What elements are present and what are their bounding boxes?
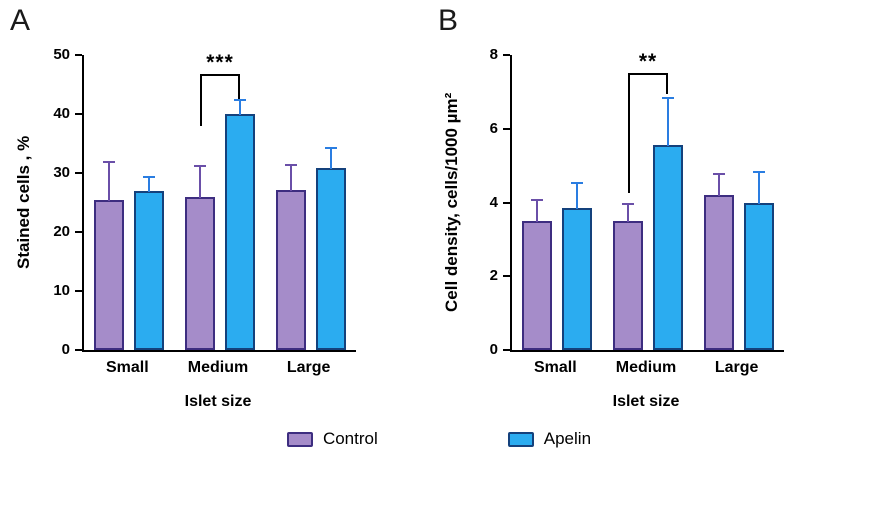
panel-a-label: A [10,4,31,37]
apelin-swatch [507,431,534,447]
x-axis-category-label: Medium [615,359,677,376]
bar-apelin-large [315,168,346,350]
error-bar [239,100,241,115]
bar-apelin-medium [225,114,255,350]
x-axis-labels: Small Medium Large [82,359,354,381]
bar-control-medium [613,220,643,350]
plot-area: 0 10 20 30 40 50 *** [53,46,356,358]
error-bar [329,148,332,170]
y-axis-tick [75,349,82,351]
error-bar [536,199,539,222]
panel-b: B Cell density, cells/1000 µm² 0 2 4 6 8 ** S… [428,0,856,411]
bar-control-medium [185,196,215,350]
y-axis-tick [503,127,510,130]
bar-apelin-medium [653,145,683,350]
y-axis-tick [75,54,82,56]
plot-column: 0 10 20 30 40 50 *** Small Medium Large Islet si… [53,46,356,411]
significance-bracket-right-leg [238,75,240,99]
legend-item-control: Control [286,429,378,449]
bar-apelin-large [743,202,774,350]
significance-bracket-left-leg [200,75,202,126]
x-axis-category-label: Large [714,359,759,376]
x-axis-category-label: Medium [187,359,249,376]
y-axis-tick [503,54,510,56]
y-axis-tick-label: 30 [53,164,70,181]
y-axis-tick [503,201,510,204]
error-bar [627,203,629,222]
y-axis-tick [75,290,82,292]
error-bar-cap [752,171,765,174]
panel-a-body: Stained cells , % 0 10 20 30 40 50 *** Small Me… [0,46,428,411]
significance-stars: *** [206,50,234,74]
bar-apelin-small [134,190,165,350]
error-bar [108,162,111,201]
panel-a: A Stained cells , % 0 10 20 30 40 50 *** Small… [0,0,428,411]
y-axis-tick-label: 0 [489,341,498,358]
error-bar-cap [143,175,156,178]
error-bar [717,174,720,197]
significance-bracket [200,73,240,76]
y-axis-title: Stained cells , % [14,135,33,270]
error-bar-cap [712,173,725,175]
panel-b-body: Cell density, cells/1000 µm² 0 2 4 6 8 ** Sma… [428,46,856,411]
legend-item-apelin: Apelin [507,429,592,449]
y-axis-tick-label: 6 [489,119,498,137]
control-swatch [286,431,313,447]
bar-control-small [522,220,553,350]
y-axis-tick [503,349,510,351]
bar-control-large [703,195,734,350]
significance-bracket-right-leg [666,75,668,94]
error-bar-cap [324,147,337,150]
error-bar [289,164,292,191]
legend: Control Apelin [0,429,878,449]
y-axis-tick-label: 8 [489,46,498,63]
y-axis-tick-label: 2 [489,267,498,285]
error-bar-cap [571,182,584,185]
y-axis-tick-label: 50 [53,46,70,63]
significance-stars: ** [638,50,658,74]
error-bar [667,98,669,147]
plot-column: 0 2 4 6 8 ** Small Medium Large Islet size [490,46,784,411]
panels-row: A Stained cells , % 0 10 20 30 40 50 *** Small… [0,0,856,411]
significance-bracket [628,73,668,76]
error-bar-cap [622,202,634,205]
y-axis-tick-label: 40 [53,105,70,122]
x-axis-category-label: Small [534,359,577,376]
bar-control-large [275,189,306,350]
plot-area: 0 2 4 6 8 ** [490,46,784,358]
legend-label: Apelin [543,429,592,448]
error-bar [576,183,579,210]
panel-b-label: B [438,4,459,37]
y-axis-tick [75,172,82,174]
y-axis-tick-label: 10 [53,282,70,299]
y-axis-tick-label: 0 [61,341,70,358]
bar-control-small [94,199,125,350]
error-bar-cap [234,99,246,102]
error-bar-cap [531,198,544,201]
error-bar-cap [662,97,674,100]
error-bar [148,176,151,192]
error-bar-cap [284,163,297,166]
y-axis-tick [75,113,82,115]
y-axis-tick-label: 20 [53,223,70,240]
y-axis-tick [75,231,82,233]
y-axis-tick-label: 4 [489,193,498,211]
y-axis-tick [503,275,510,278]
x-axis-category-label: Large [286,359,331,376]
y-axis-title: Cell density, cells/1000 µm² [442,92,461,313]
error-bar-cap [103,161,116,164]
error-bar [757,172,760,204]
x-axis-category-label: Small [106,359,149,376]
x-axis-title: Islet size [612,393,680,410]
bar-apelin-small [562,208,593,350]
legend-label: Control [322,429,378,448]
x-axis-title: Islet size [184,393,252,410]
x-axis-labels: Small Medium Large [510,359,782,381]
error-bar [199,165,201,198]
significance-bracket-left-leg [628,75,630,194]
error-bar-cap [194,164,206,167]
